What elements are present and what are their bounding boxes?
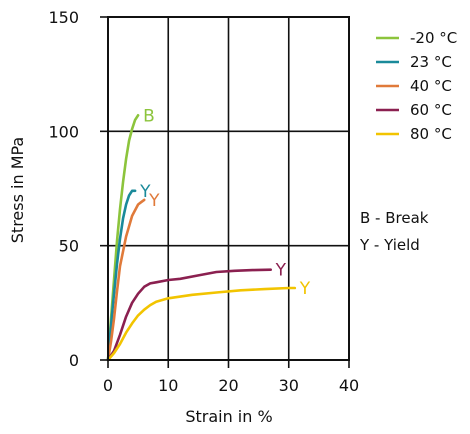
y-tick-label: 150	[48, 8, 79, 27]
x-tick-label: 10	[158, 376, 178, 395]
note-break: B - Break	[360, 209, 429, 227]
legend-label: 40 °C	[410, 77, 452, 95]
series-lines	[106, 114, 297, 362]
series-end-label: B	[143, 106, 155, 126]
series-end-label: Y	[139, 182, 151, 202]
legend-label: 23 °C	[410, 53, 452, 71]
x-axis-title: Strain in %	[185, 407, 272, 426]
series-end-label: Y	[275, 261, 287, 281]
y-tick-label: 50	[59, 237, 79, 256]
plot-frame	[100, 16, 350, 368]
series-line	[106, 268, 272, 362]
tick-labels: 0 10 20 30 40 0 50 100 150	[48, 8, 359, 395]
x-tick-label: 30	[279, 376, 299, 395]
series-line	[106, 198, 146, 362]
y-tick-label: 100	[48, 122, 79, 141]
series-line	[106, 189, 137, 362]
legend-label: 80 °C	[410, 125, 452, 143]
grid-lines	[108, 17, 349, 360]
legend-label: -20 °C	[410, 29, 457, 47]
y-tick-label: 0	[69, 351, 79, 370]
y-axis-title: Stress in MPa	[8, 137, 27, 243]
x-tick-label: 40	[339, 376, 359, 395]
x-tick-label: 0	[103, 376, 113, 395]
series-line	[106, 286, 297, 362]
note-yield: Y - Yield	[359, 236, 420, 254]
legend: -20 °C 23 °C 40 °C 60 °C 80 °C	[376, 29, 457, 143]
series-end-label: Y	[148, 191, 160, 211]
legend-label: 60 °C	[410, 101, 452, 119]
series-end-label: Y	[299, 279, 311, 299]
x-tick-label: 20	[218, 376, 238, 395]
